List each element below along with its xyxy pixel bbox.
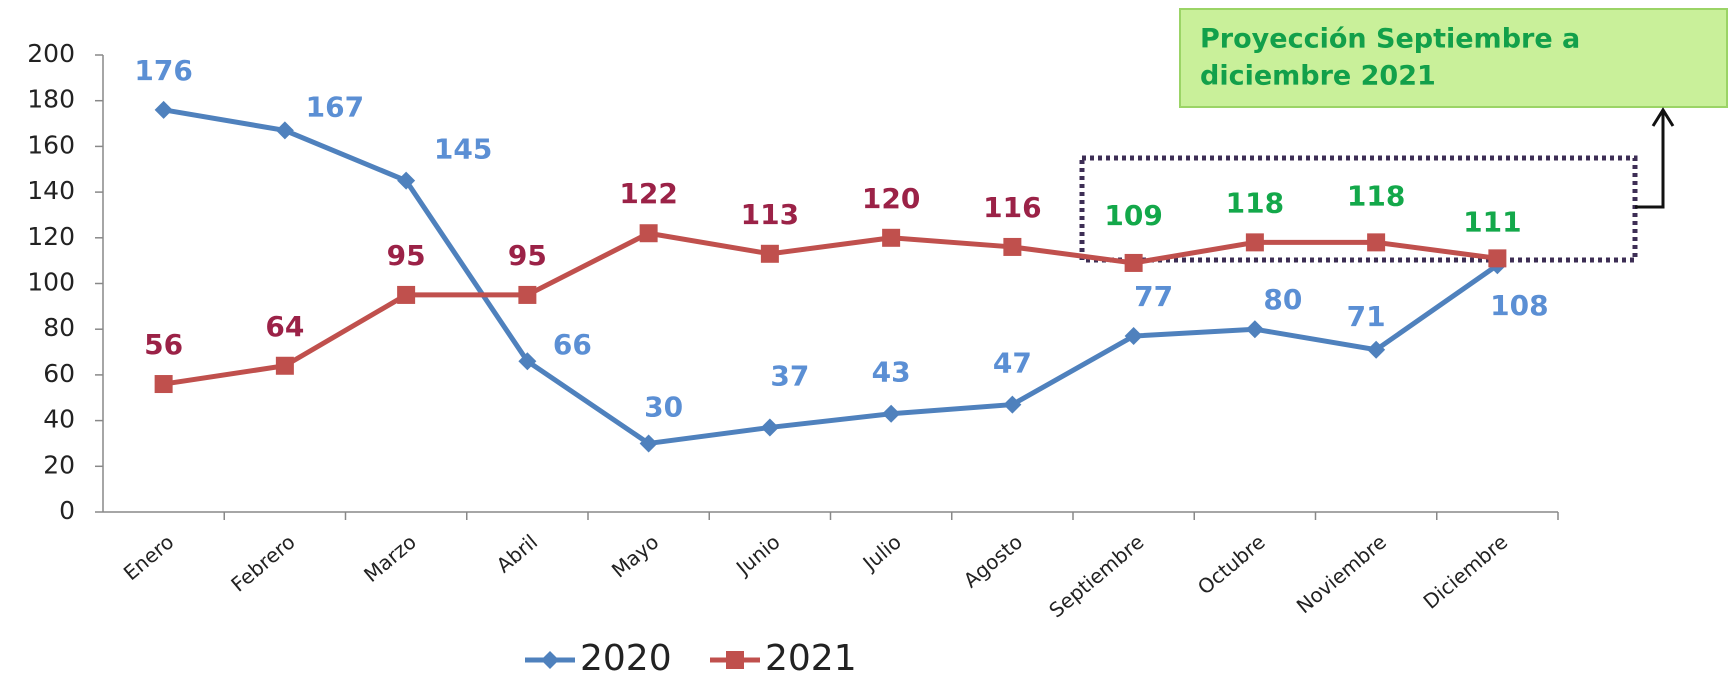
marker bbox=[1124, 327, 1143, 346]
arrow-head bbox=[1651, 107, 1675, 127]
x-tick-label: Diciembre bbox=[1418, 530, 1512, 614]
marker bbox=[518, 352, 537, 371]
marker bbox=[275, 121, 294, 140]
marker bbox=[154, 375, 173, 394]
x-tick-label: Marzo bbox=[359, 530, 421, 587]
y-tick-label: 0 bbox=[59, 496, 75, 525]
data-label: 66 bbox=[553, 328, 592, 361]
data-label: 116 bbox=[983, 191, 1041, 224]
x-tick-label: Noviembre bbox=[1292, 530, 1391, 619]
annotation-box bbox=[1179, 8, 1728, 108]
marker bbox=[518, 285, 537, 304]
marker bbox=[760, 418, 779, 437]
marker bbox=[275, 356, 294, 375]
x-tick-label: Octubre bbox=[1193, 530, 1270, 600]
x-tick-label: Abril bbox=[492, 530, 542, 578]
projection-box bbox=[1079, 155, 1638, 263]
data-label: 145 bbox=[434, 133, 492, 166]
series-line bbox=[163, 230, 1498, 387]
legend-label: 2021 bbox=[765, 638, 857, 679]
marker bbox=[760, 244, 779, 263]
marker bbox=[882, 404, 901, 423]
data-label: 56 bbox=[144, 328, 183, 361]
marker bbox=[1003, 237, 1022, 256]
annotation-line: diciembre 2021 bbox=[1200, 61, 1436, 92]
x-tick-label: Junio bbox=[730, 530, 785, 581]
marker bbox=[726, 651, 744, 669]
y-tick-label: 140 bbox=[27, 176, 75, 205]
y-tick-label: 120 bbox=[27, 222, 75, 251]
marker bbox=[397, 285, 416, 304]
legend-label: 2020 bbox=[580, 638, 672, 679]
data-label: 176 bbox=[134, 54, 192, 87]
marker bbox=[397, 171, 416, 190]
data-label: 122 bbox=[619, 177, 677, 210]
data-label: 37 bbox=[770, 359, 809, 392]
series-line bbox=[163, 107, 1499, 447]
y-tick-label: 20 bbox=[43, 450, 75, 479]
marker bbox=[1367, 340, 1386, 359]
x-tick-label: Septiembre bbox=[1044, 530, 1148, 623]
data-label: 120 bbox=[862, 182, 920, 215]
x-tick-label: Enero bbox=[119, 530, 179, 585]
data-label: 47 bbox=[993, 347, 1032, 380]
marker bbox=[154, 100, 173, 119]
arrow bbox=[1635, 112, 1665, 209]
data-label: 95 bbox=[508, 239, 547, 272]
data-label: 71 bbox=[1347, 300, 1386, 333]
data-label: 118 bbox=[1226, 186, 1284, 219]
marker bbox=[639, 224, 658, 243]
marker bbox=[882, 228, 901, 247]
data-label: 167 bbox=[306, 90, 364, 123]
x-tick-label: Agosto bbox=[959, 530, 1027, 593]
y-tick-label: 60 bbox=[43, 359, 75, 388]
annotation-line: Proyección Septiembre a bbox=[1200, 24, 1580, 55]
marker bbox=[1245, 233, 1264, 252]
marker bbox=[1367, 233, 1386, 252]
data-label: 64 bbox=[265, 310, 304, 343]
marker bbox=[1003, 395, 1022, 414]
data-label: 113 bbox=[741, 198, 799, 231]
y-tick-label: 200 bbox=[27, 39, 75, 68]
y-tick-label: 100 bbox=[27, 268, 75, 297]
x-tick-label: Julio bbox=[857, 530, 906, 577]
data-label: 80 bbox=[1263, 283, 1302, 316]
x-tick-label: Mayo bbox=[607, 530, 663, 583]
y-tick-label: 40 bbox=[43, 405, 75, 434]
data-label: 118 bbox=[1347, 179, 1405, 212]
y-tick-label: 80 bbox=[43, 313, 75, 342]
marker bbox=[1488, 249, 1507, 268]
marker bbox=[1124, 253, 1143, 272]
data-label: 95 bbox=[387, 239, 426, 272]
x-tick-label: Febrero bbox=[226, 530, 299, 597]
marker bbox=[639, 434, 658, 453]
marker bbox=[1245, 320, 1264, 339]
data-label: 108 bbox=[1490, 289, 1548, 322]
marker bbox=[541, 651, 559, 669]
data-label: 109 bbox=[1104, 199, 1162, 232]
data-label: 30 bbox=[644, 390, 683, 423]
y-tick-label: 160 bbox=[27, 130, 75, 159]
data-label: 111 bbox=[1463, 205, 1521, 238]
y-tick-label: 180 bbox=[27, 85, 75, 114]
data-label: 77 bbox=[1134, 280, 1173, 313]
data-label: 43 bbox=[872, 356, 911, 389]
